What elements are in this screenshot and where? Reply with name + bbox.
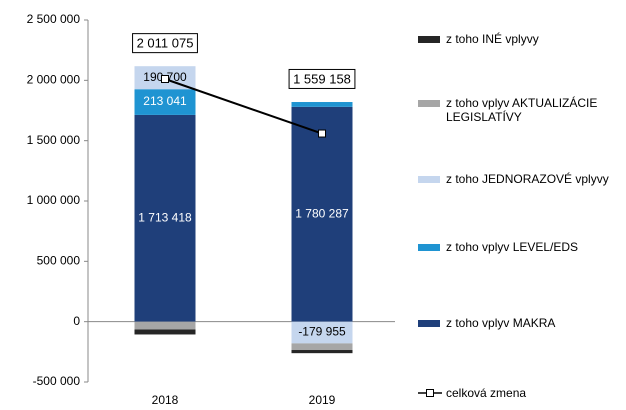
total-label: 1 559 158 [293,71,351,86]
y-tick-label: 500 000 [37,254,81,268]
y-tick-label: 1 000 000 [27,193,81,207]
legend-swatch [418,320,440,327]
bar-segment [134,321,196,330]
x-tick-label: 2018 [152,393,179,407]
bar-segment [134,89,196,115]
legend-item: z toho vplyv MAKRA [418,316,618,330]
legend-line [418,389,442,397]
value-label: 1 780 287 [295,206,349,220]
bar-segment [134,114,196,322]
legend-item: z toho vplyv LEVEL/EDS [418,240,618,254]
total-marker [161,74,169,83]
bar-segment [134,329,196,335]
value-label: 213 041 [143,94,187,108]
total-label: 2 011 075 [137,36,194,51]
bar-segment [291,321,353,344]
y-tick-label: 2 500 000 [27,12,81,26]
legend-item: celková zmena [418,386,618,400]
total-line [164,78,323,135]
legend-label: z toho vplyv LEVEL/EDS [446,240,579,254]
x-tick-label: 2019 [309,393,336,407]
legend-item: z toho INÉ vplyvy [418,32,618,46]
legend-item: z toho vplyv AKTUALIZÁCIE LEGISLATÍVY [418,96,618,124]
bar-segment [291,102,353,107]
legend-label: z toho INÉ vplyvy [446,32,539,46]
y-tick-label: -500 000 [33,374,81,388]
legend-swatch [418,176,440,183]
bar-segment [291,350,353,354]
value-label: 1 713 418 [138,210,192,224]
bar-segment [291,343,353,351]
bar-segment [291,106,353,322]
legend-swatch [418,244,440,251]
total-box [288,68,356,89]
y-tick-label: 2 000 000 [27,73,81,87]
legend-item: z toho JEDNORAZOVÉ vplyvy [418,172,618,186]
legend-swatch [418,100,440,107]
total-marker [318,129,326,138]
value-label: -179 955 [298,325,346,339]
total-box [132,33,198,54]
legend-label: celková zmena [446,386,527,400]
legend-label: z toho JEDNORAZOVÉ vplyvy [446,172,609,186]
y-tick-label: 0 [73,314,80,328]
legend-swatch [418,36,440,43]
legend-label: z toho vplyv AKTUALIZÁCIE LEGISLATÍVY [446,96,598,124]
legend-label: z toho vplyv MAKRA [446,316,556,330]
y-tick-label: 1 500 000 [27,133,81,147]
